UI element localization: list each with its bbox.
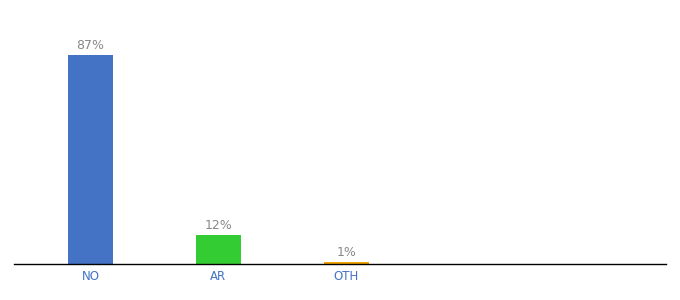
Text: 87%: 87% <box>76 39 105 52</box>
Text: 1%: 1% <box>337 246 356 259</box>
Text: 12%: 12% <box>205 219 233 232</box>
Bar <box>324 262 369 264</box>
Bar <box>68 55 113 264</box>
Bar <box>196 235 241 264</box>
